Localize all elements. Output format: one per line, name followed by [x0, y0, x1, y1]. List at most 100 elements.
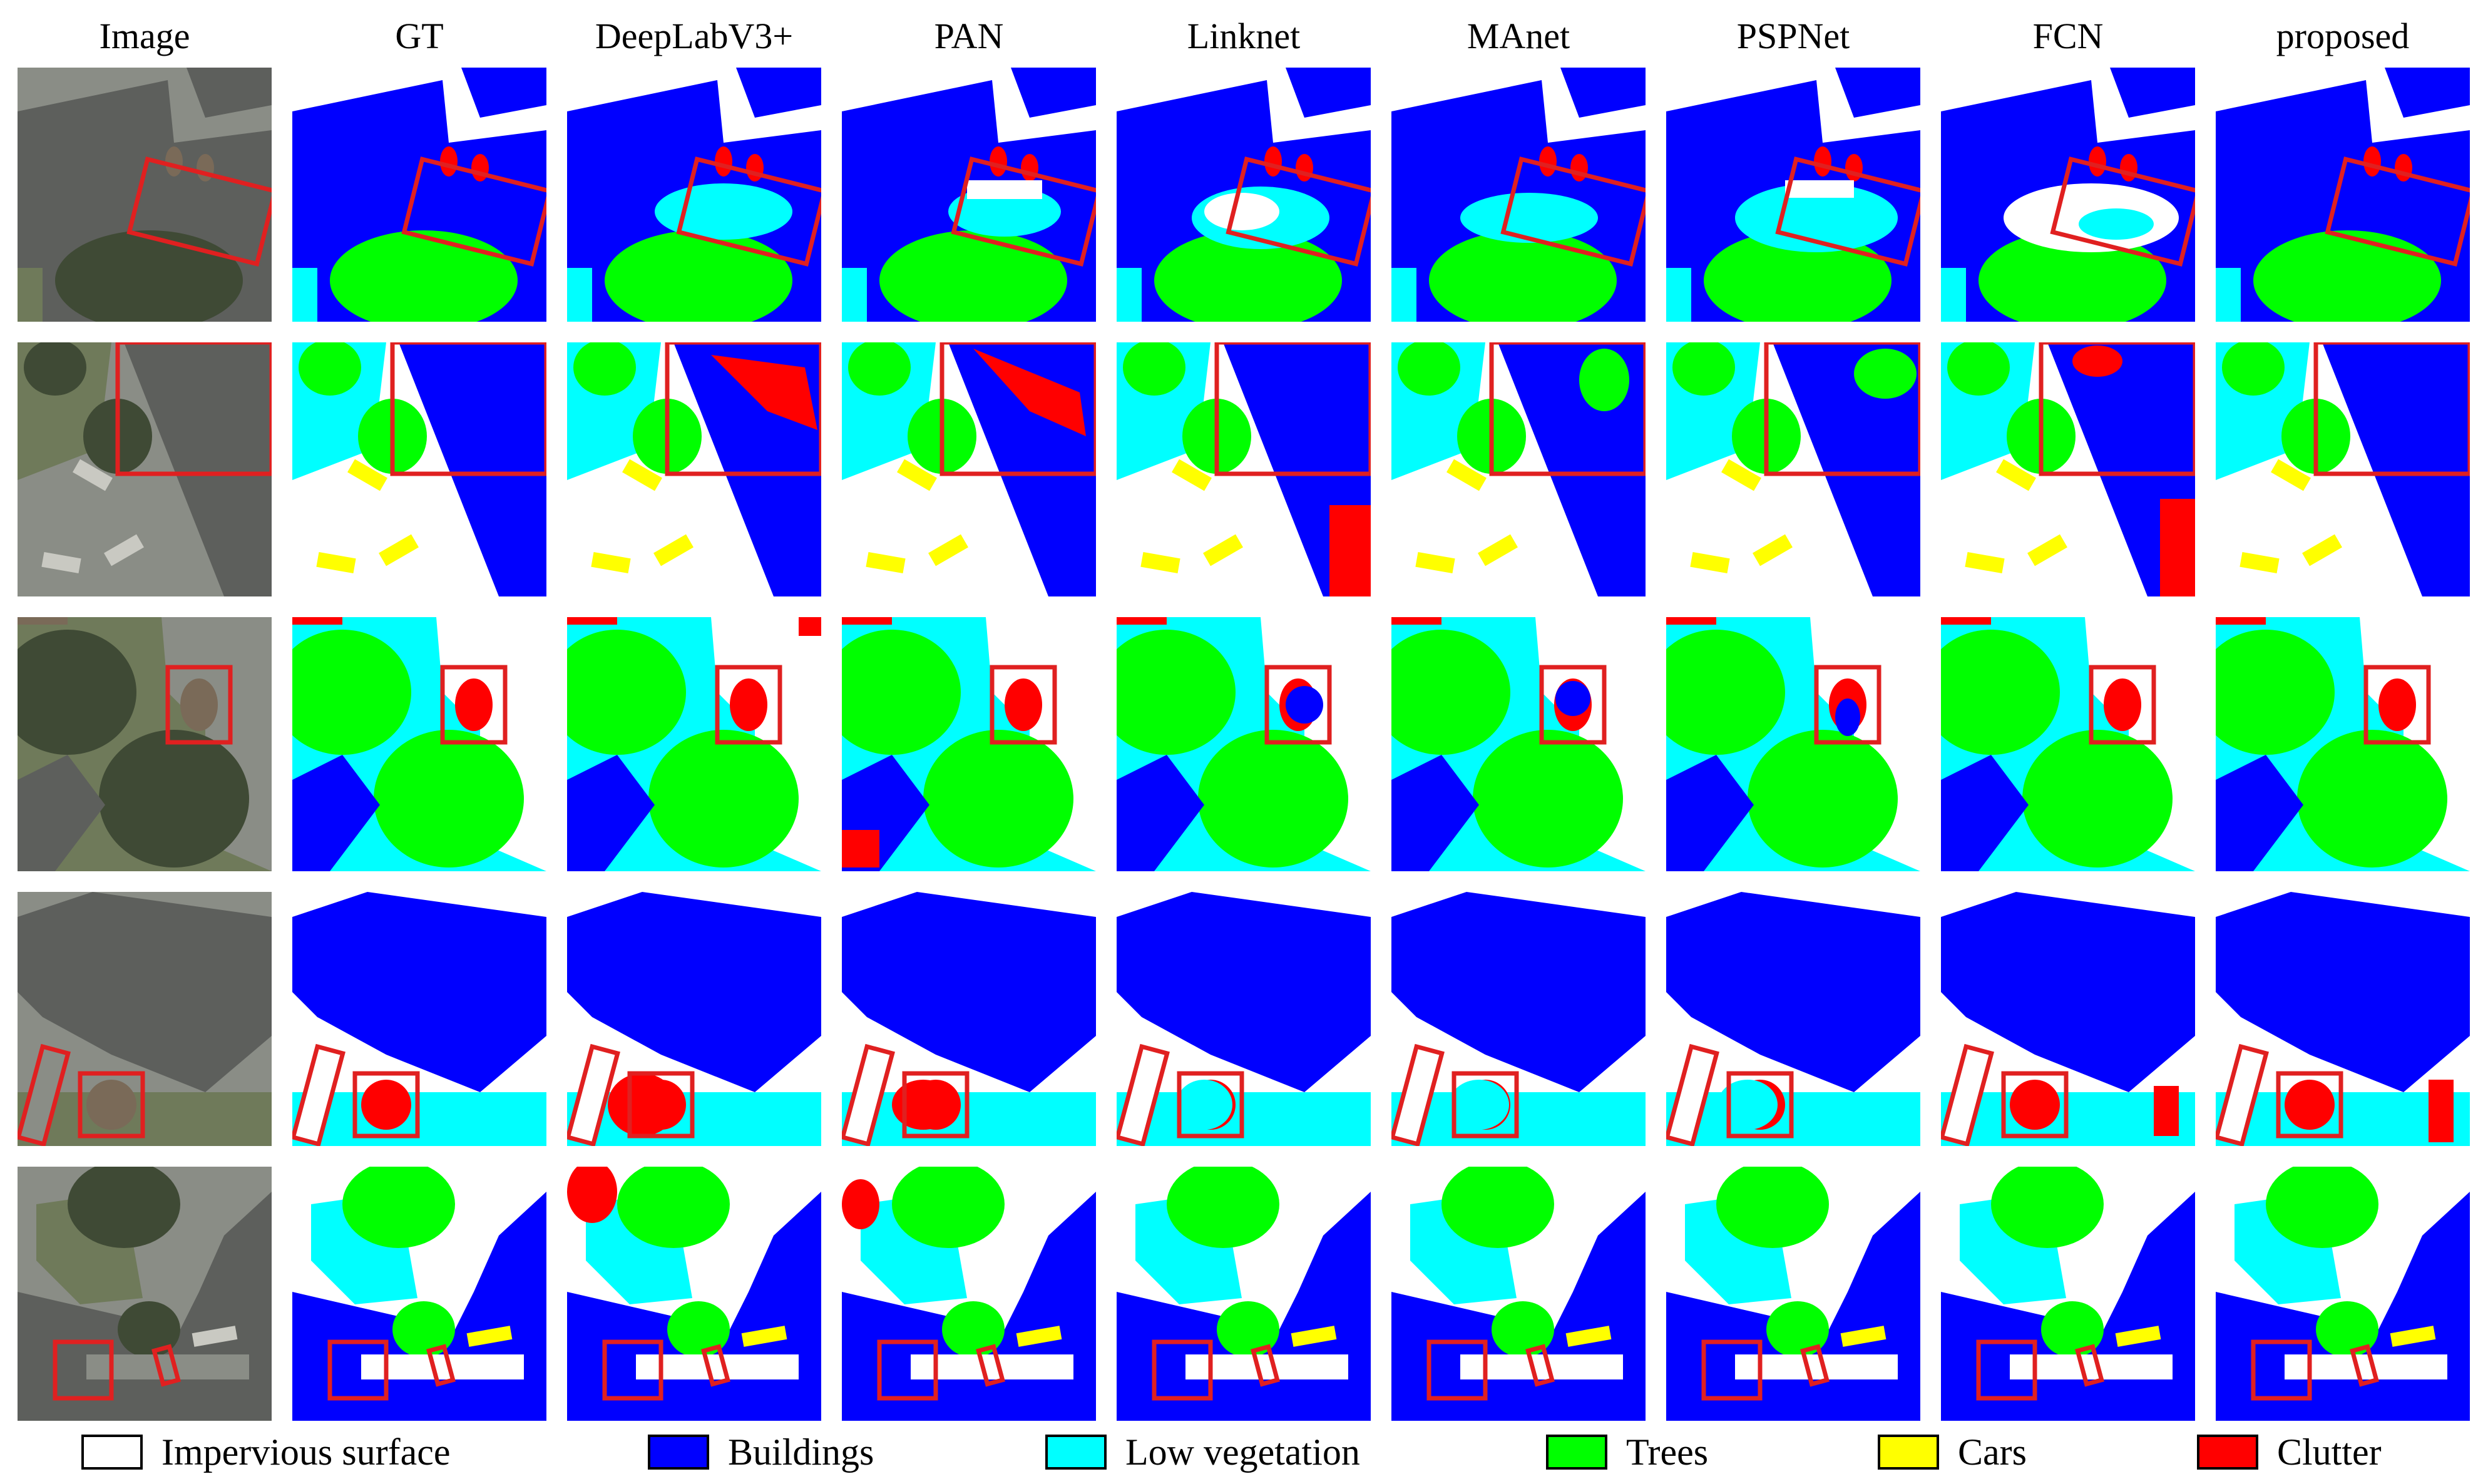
- segmentation-map-5-2: [567, 1167, 821, 1421]
- tile-graphic: [18, 342, 272, 596]
- highlight-box: [1177, 1071, 1244, 1139]
- column-header-1: Image: [99, 15, 190, 56]
- car-region: [2027, 534, 2067, 566]
- low-vegetation-region: [1176, 1080, 1232, 1130]
- building-region: [2322, 342, 2470, 596]
- car-region: [741, 1326, 787, 1347]
- building-region: [736, 68, 821, 118]
- building-region: [1773, 342, 1920, 596]
- segmentation-map-2-6: [1666, 342, 1920, 596]
- car-region: [591, 551, 631, 574]
- clutter-region: [18, 617, 68, 625]
- segmentation-map-4-6: [1666, 892, 1920, 1146]
- highlight-box: [1976, 1339, 2037, 1401]
- highlight-box: [2216, 1043, 2269, 1146]
- impervious-region: [2217, 1053, 2265, 1144]
- impervious-region: [19, 1053, 66, 1144]
- highlight-box: [1800, 1344, 1830, 1387]
- segmentation-map-5-8: [2216, 1167, 2470, 1421]
- clutter-region: [2285, 1080, 2335, 1130]
- highlight-box: [842, 1043, 895, 1146]
- column-header-2: GT: [395, 15, 444, 56]
- tree-region: [1473, 730, 1623, 867]
- class-legend: Impervious surface Buildings Low vegetatio…: [0, 1421, 2488, 1483]
- legend-item: Buildings: [648, 1421, 874, 1483]
- tree-region: [573, 342, 636, 396]
- column-header-4: PAN: [934, 15, 1004, 56]
- tree-region: [1766, 1301, 1829, 1358]
- car-region: [2271, 459, 2311, 491]
- segmentation-map-3-3: [842, 617, 1096, 871]
- car-region: [1016, 1326, 1062, 1347]
- highlight-box: [1489, 342, 1646, 476]
- tile-graphic: [292, 68, 546, 322]
- tree-region: [1672, 342, 1735, 396]
- highlight-box: [151, 1344, 181, 1387]
- highlight-box: [567, 1043, 620, 1146]
- highlight-box: [2313, 342, 2470, 476]
- segmentation-map-5-1: [292, 1167, 546, 1421]
- highlight-box: [2363, 665, 2431, 745]
- tree-region: [1854, 349, 1917, 399]
- car-region: [1965, 551, 2005, 574]
- impervious-region: [1667, 1053, 1715, 1144]
- car-region: [1565, 1326, 1612, 1347]
- tile-graphic: [292, 1167, 546, 1421]
- highlight-box: [1666, 1043, 1719, 1146]
- clutter-region: [2160, 499, 2195, 596]
- building-region: [18, 755, 105, 871]
- clutter-region: [1941, 617, 1991, 625]
- clutter-region: [455, 678, 493, 731]
- low-vegetation-region: [1117, 268, 1142, 322]
- building-region: [292, 892, 546, 1092]
- car-region: [73, 459, 113, 491]
- segmentation-map-5-4: [1117, 1167, 1371, 1421]
- aerial-image-2-0: [18, 342, 272, 596]
- highlight-box: [1775, 156, 1920, 267]
- low-vegetation-region: [18, 268, 43, 322]
- tile-graphic: [1391, 1167, 1646, 1421]
- low-vegetation-region: [1460, 193, 1598, 243]
- tree-region: [617, 1167, 730, 1248]
- segmentation-map-4-2: [567, 892, 821, 1146]
- car-region: [1753, 534, 1793, 566]
- highlight-box: [126, 156, 272, 267]
- car-region: [1690, 551, 1730, 574]
- segmentation-map-4-4: [1117, 892, 1371, 1146]
- highlight-box: [327, 1339, 389, 1401]
- tree-region: [605, 230, 792, 322]
- building-region: [1835, 68, 1920, 118]
- legend-label: Low vegetation: [1125, 1431, 1360, 1473]
- clutter-region: [2010, 1080, 2060, 1130]
- segmentation-map-4-1: [292, 892, 546, 1146]
- tree-region: [2216, 630, 2335, 755]
- legend-label: Trees: [1626, 1431, 1709, 1473]
- highlight-box: [1525, 1344, 1555, 1387]
- car-region: [1415, 551, 1455, 574]
- low-vegetation-region: [1666, 268, 1691, 322]
- tile-graphic: [1391, 892, 1646, 1146]
- building-region: [1835, 699, 1860, 736]
- impervious-region: [1785, 180, 1854, 198]
- segmentation-map-4-8: [2216, 892, 2470, 1146]
- clutter-region: [567, 1167, 617, 1223]
- clutter-region: [2104, 678, 2141, 731]
- blue-swatch: [648, 1435, 709, 1470]
- column-header-7: PSPNet: [1736, 15, 1850, 56]
- low-vegetation-region: [842, 268, 867, 322]
- building-region: [1011, 68, 1096, 118]
- building-region: [1560, 68, 1646, 118]
- tree-region: [55, 230, 243, 322]
- tree-region: [1154, 230, 1342, 322]
- tile-graphic: [1666, 1167, 1920, 1421]
- tile-graphic: [1117, 892, 1371, 1146]
- car-region: [379, 534, 419, 566]
- impervious-region: [1118, 1053, 1165, 1144]
- tile-graphic: [2216, 617, 2470, 871]
- segmentation-map-2-2: [567, 342, 821, 596]
- segmentation-map-1-7: [1941, 68, 2195, 322]
- segmentation-map-5-5: [1391, 1167, 1646, 1421]
- highlight-box: [2350, 1344, 2379, 1387]
- highlight-box: [1941, 1043, 1994, 1146]
- tile-graphic: [567, 617, 821, 871]
